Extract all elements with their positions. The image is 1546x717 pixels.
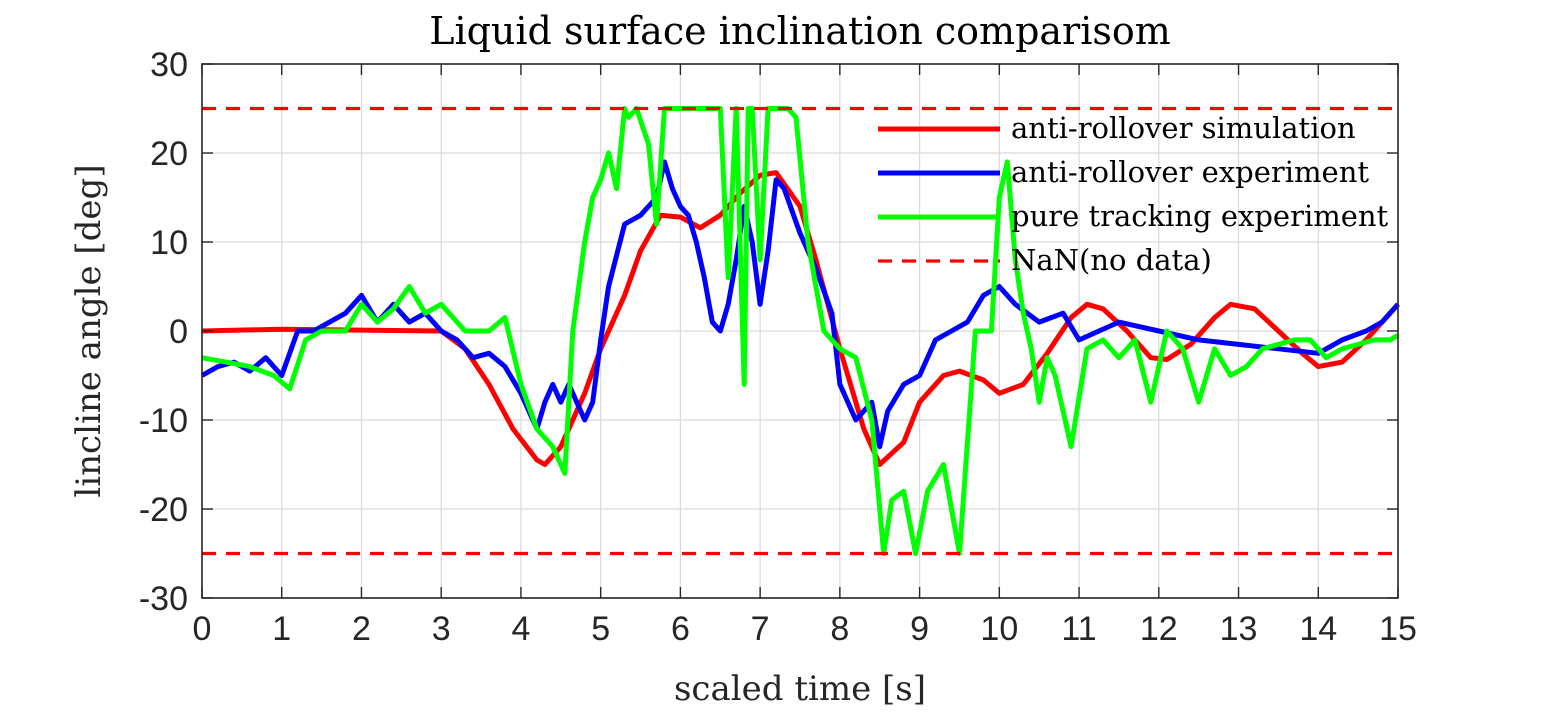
legend-entry-label: anti-rollover experiment — [1011, 155, 1369, 189]
x-tick-label: 13 — [1220, 610, 1258, 648]
y-tick-label: -30 — [139, 580, 188, 618]
legend-entry-label: NaN(no data) — [1011, 243, 1212, 277]
x-tick-label: 5 — [591, 610, 610, 648]
y-tick-label: 20 — [150, 135, 188, 173]
x-tick-label: 6 — [671, 610, 690, 648]
x-tick-label: 14 — [1299, 610, 1337, 648]
series-group — [200, 106, 1400, 556]
x-tick-label: 15 — [1379, 610, 1417, 648]
x-tick-label: 12 — [1140, 610, 1178, 648]
chart-title: Liquid surface inclination comparisom — [429, 9, 1171, 53]
legend-entry-label: anti-rollover simulation — [1011, 111, 1356, 145]
x-tick-label: 9 — [910, 610, 929, 648]
y-tick-label: -10 — [139, 402, 188, 440]
x-tick-label: 11 — [1061, 610, 1096, 648]
x-tick-label: 4 — [511, 610, 530, 648]
x-tick-label: 2 — [352, 610, 371, 648]
y-tick-label: 10 — [150, 224, 188, 262]
y-tick-labels: -30 -20 -10 0 10 20 30 — [139, 46, 188, 618]
x-axis-label: scaled time [s] — [674, 669, 926, 709]
y-tick-label: -20 — [139, 491, 188, 529]
legend-entry-label: pure tracking experiment — [1011, 199, 1389, 233]
x-tick-label: 0 — [193, 610, 212, 648]
y-tick-label: 0 — [169, 313, 188, 351]
series-line-2 — [200, 159, 1400, 450]
y-tick-label: 30 — [150, 46, 188, 84]
x-tick-labels: 0 1 2 3 4 5 6 7 8 9 10 11 12 13 14 15 — [193, 610, 1417, 648]
x-tick-label: 1 — [272, 610, 291, 648]
tick-marks — [201, 63, 1399, 599]
x-tick-label: 8 — [830, 610, 849, 648]
y-axis-label: lincline angle [deg] — [69, 164, 109, 497]
x-tick-label: 10 — [980, 610, 1018, 648]
x-tick-label: 3 — [432, 610, 451, 648]
x-tick-label: 7 — [751, 610, 770, 648]
legend: anti-rollover simulation anti-rollover ex… — [878, 111, 1389, 277]
